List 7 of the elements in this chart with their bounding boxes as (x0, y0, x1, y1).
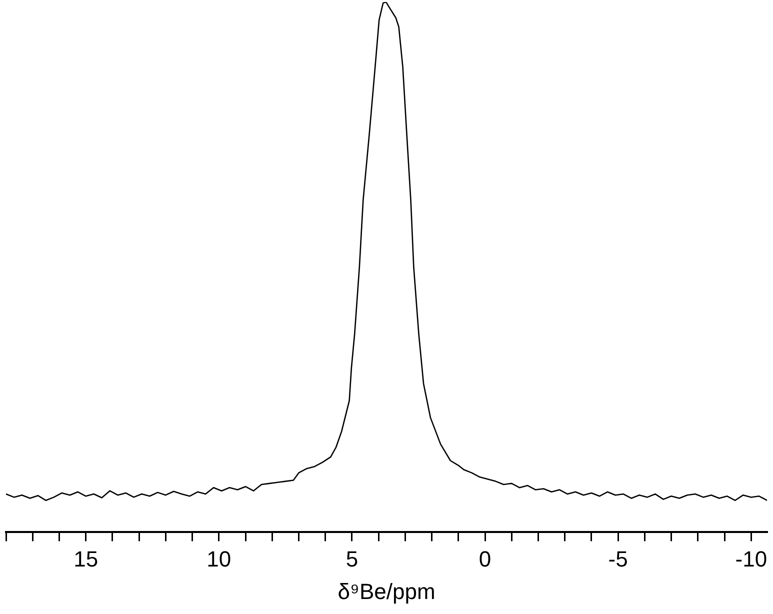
x-tick-label: 10 (206, 546, 232, 572)
x-axis-title: δ⁹Be/ppm (338, 578, 436, 604)
x-tick-label: -5 (608, 546, 628, 572)
x-tick-label: -10 (735, 546, 768, 572)
x-tick-label: 5 (346, 546, 358, 572)
x-tick-label: 0 (478, 546, 492, 572)
x-tick-label: 15 (74, 546, 98, 572)
